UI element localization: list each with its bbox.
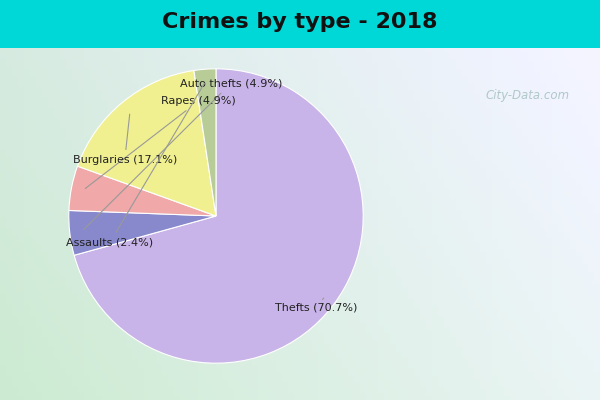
Text: Crimes by type - 2018: Crimes by type - 2018 [162, 12, 438, 32]
Text: Rapes (4.9%): Rapes (4.9%) [85, 96, 236, 188]
Text: Burglaries (17.1%): Burglaries (17.1%) [73, 114, 177, 165]
Wedge shape [194, 69, 216, 216]
Wedge shape [77, 70, 216, 216]
Wedge shape [69, 166, 216, 216]
Wedge shape [69, 210, 216, 255]
Wedge shape [74, 69, 363, 363]
Text: Thefts (70.7%): Thefts (70.7%) [275, 298, 357, 312]
Text: City-Data.com: City-Data.com [486, 90, 570, 102]
Text: Assaults (2.4%): Assaults (2.4%) [67, 83, 205, 248]
Text: Auto thefts (4.9%): Auto thefts (4.9%) [83, 78, 282, 230]
